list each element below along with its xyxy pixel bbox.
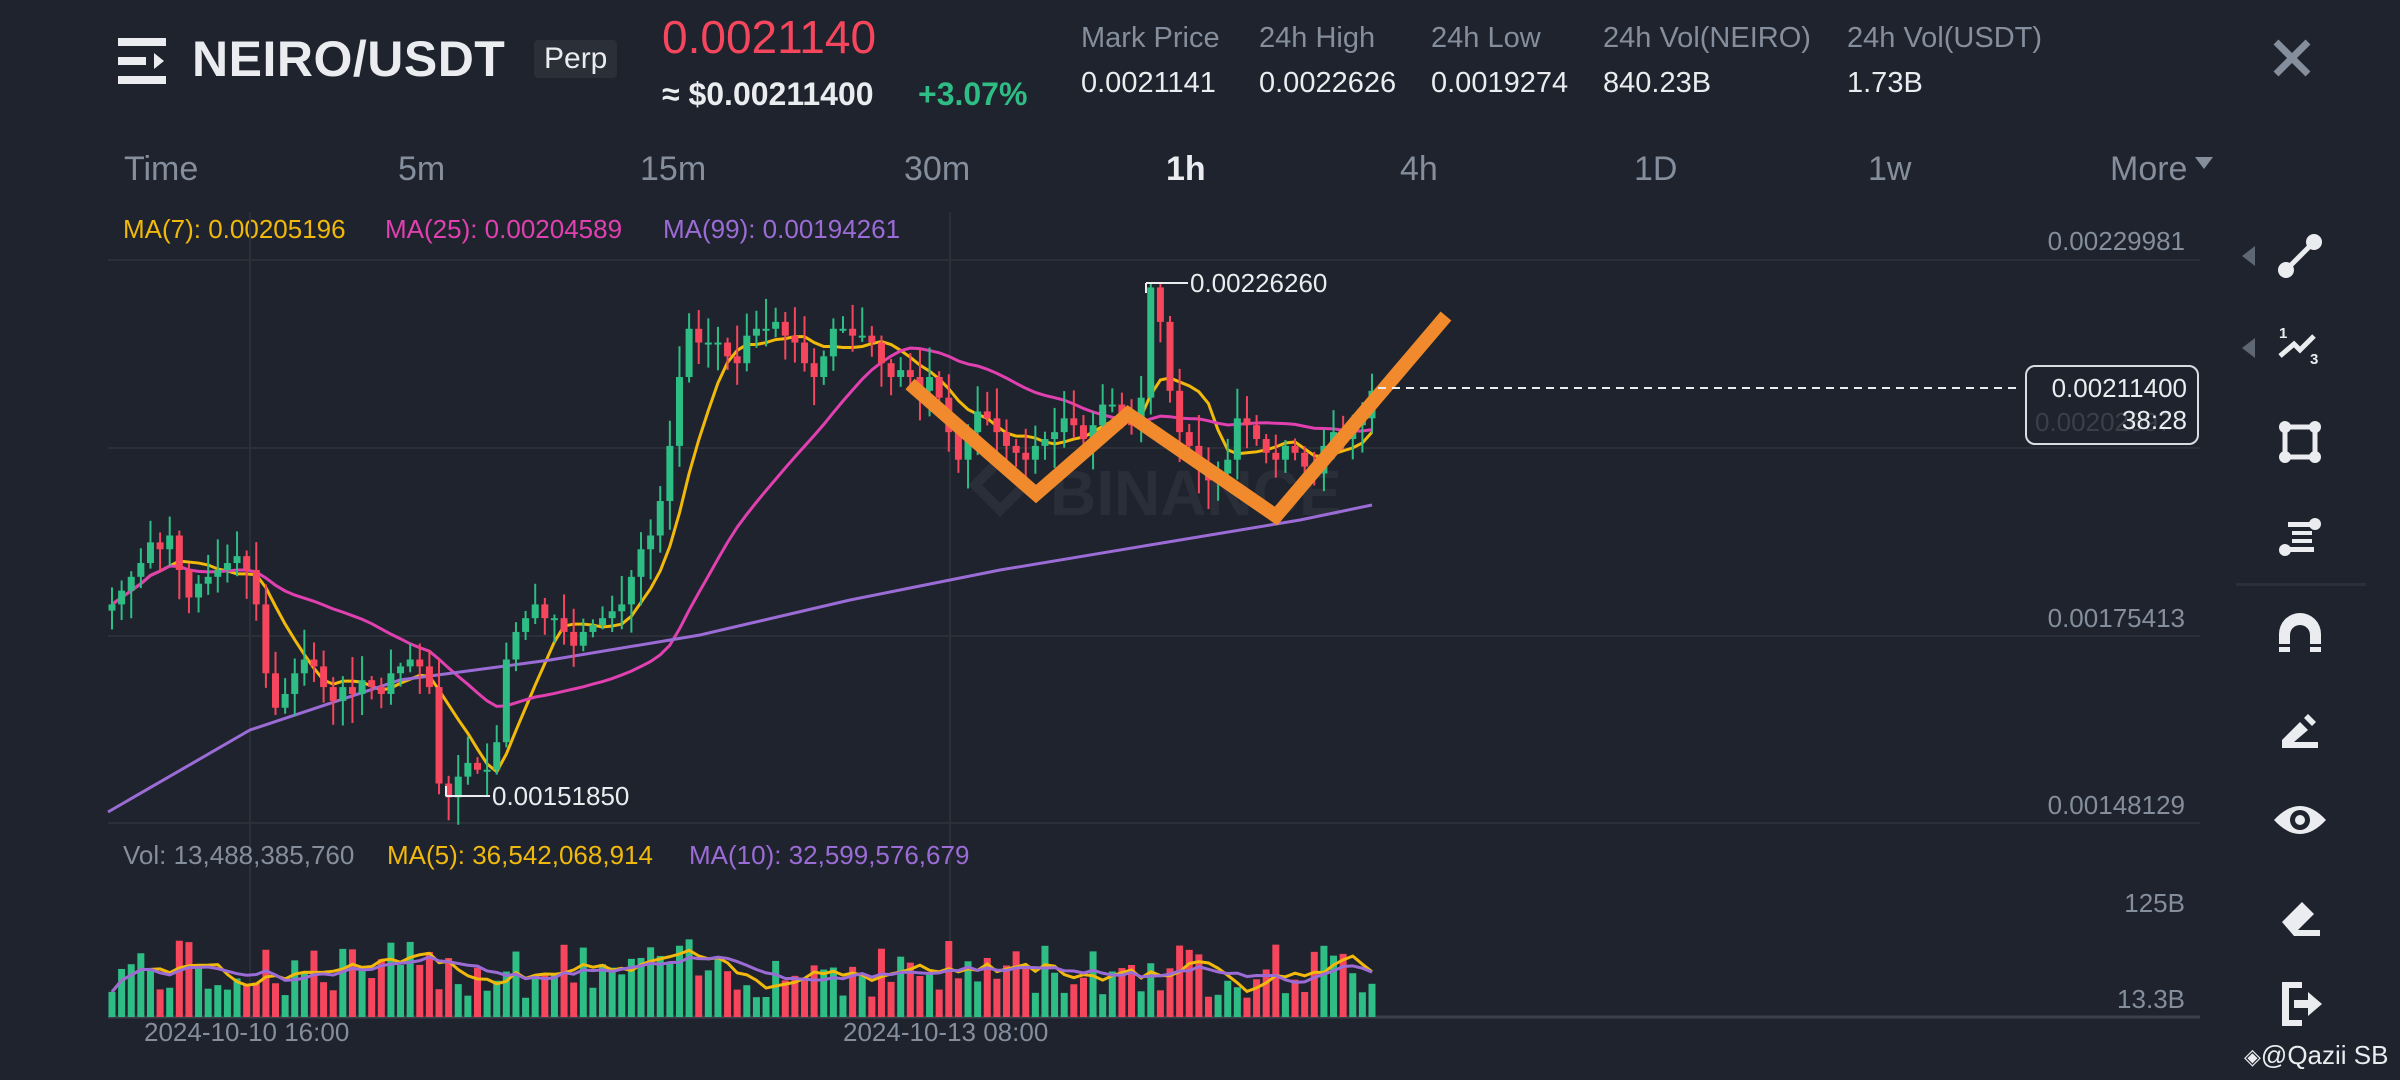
author-credit: ◈@Qazii SB <box>2244 1040 2388 1071</box>
last-price: 0.0021140 <box>662 11 877 63</box>
current-price-box: 0.00202697 0.00211400 38:28 <box>2025 365 2199 445</box>
binance-logo-icon: ◈ <box>2244 1044 2261 1069</box>
ma25-legend: MA(25): 0.00204589 <box>385 214 623 244</box>
volume-axis-label: 125B <box>2124 888 2185 918</box>
stat-label: 24h Vol(USDT) <box>1847 22 2043 54</box>
stat-24h-high: 24h High 0.0022626 <box>1259 22 1396 100</box>
tab-4h[interactable]: 4h <box>1400 150 1438 188</box>
svg-text:1: 1 <box>2279 325 2287 342</box>
stat-value: 0.0021141 <box>1081 67 1216 99</box>
stat-label: 24h High <box>1259 22 1376 54</box>
price-change-percent: +3.07% <box>918 76 1028 112</box>
timeframe-tabs: Time 5m 15m 30m 1h 4h 1D 1w More <box>0 150 2240 202</box>
tab-30m[interactable]: 30m <box>904 150 971 188</box>
ma7-legend: MA(7): 0.00205196 <box>123 214 346 244</box>
stat-label: Mark Price <box>1081 22 1220 54</box>
price-axis-label: 0.00229981 <box>2047 226 2185 256</box>
expand-caret-icon[interactable] <box>2242 338 2255 358</box>
volume-legend: Vol: 13,488,385,760 <box>123 840 355 870</box>
tab-5m[interactable]: 5m <box>398 150 446 188</box>
rectangle-icon[interactable] <box>2270 412 2330 472</box>
magnet-icon[interactable] <box>2270 604 2330 664</box>
time-axis-label: 2024-10-13 08:00 <box>843 1017 1049 1047</box>
tab-more-label: More <box>2110 150 2188 188</box>
fib-retracement-icon[interactable] <box>2270 506 2330 566</box>
tab-15m[interactable]: 15m <box>640 150 707 188</box>
ghost-axis-label: 0.00202697 <box>2035 407 2173 437</box>
contract-type-badge: Perp <box>534 40 618 78</box>
tab-1h[interactable]: 1h <box>1166 150 1206 188</box>
stat-24h-vol-usdt: 24h Vol(USDT) 1.73B <box>1847 22 2042 100</box>
eraser-icon[interactable] <box>2270 884 2330 944</box>
tab-time[interactable]: Time <box>124 150 199 188</box>
ma99-legend: MA(99): 0.00194261 <box>663 214 901 244</box>
time-axis-label: 2024-10-10 16:00 <box>144 1017 350 1047</box>
low-marker-label: 0.00151850 <box>492 781 630 811</box>
tab-1d[interactable]: 1D <box>1634 150 1678 188</box>
zigzag-drawing[interactable] <box>905 311 1452 526</box>
expand-caret-icon[interactable] <box>2242 246 2255 266</box>
high-marker-label: 0.00226260 <box>1190 268 1328 298</box>
caret-down-icon <box>2195 157 2214 170</box>
toolbar-divider <box>2236 583 2366 586</box>
volume-ma10-legend: MA(10): 32,599,576,679 <box>689 840 970 870</box>
menu-icon[interactable] <box>118 38 170 84</box>
stat-label: 24h Low <box>1431 22 1541 54</box>
stat-value: 0.0019274 <box>1431 67 1569 99</box>
stat-label: 24h Vol(NEIRO) <box>1603 22 1811 54</box>
stat-value: 0.0022626 <box>1259 67 1397 99</box>
stat-24h-low: 24h Low 0.0019274 <box>1431 22 1568 100</box>
pair-title[interactable]: NEIRO/USDT <box>192 31 506 87</box>
price-axis-label: 0.00175413 <box>2047 603 2185 633</box>
volume-ma5-legend: MA(5): 36,542,068,914 <box>387 840 653 870</box>
current-price: 0.00211400 <box>2051 373 2187 403</box>
candle-countdown: 38:28 <box>2121 405 2187 435</box>
close-icon[interactable] <box>2270 36 2314 80</box>
stat-value: 840.23B <box>1603 67 1712 99</box>
usd-price: ≈ $0.00211400 <box>662 76 874 112</box>
stat-value: 1.73B <box>1847 67 1923 99</box>
eye-icon[interactable] <box>2270 790 2330 850</box>
volume-axis-label: 13.3B <box>2117 984 2185 1014</box>
tab-1w[interactable]: 1w <box>1868 150 1912 188</box>
stat-24h-vol-neiro: 24h Vol(NEIRO) 840.23B <box>1603 22 1811 100</box>
svg-text:3: 3 <box>2310 351 2318 368</box>
author-credit-text: @Qazii SB <box>2260 1040 2389 1070</box>
pencil-icon[interactable] <box>2270 698 2330 758</box>
exit-icon[interactable] <box>2270 974 2330 1034</box>
stat-mark-price: Mark Price 0.0021141 <box>1081 22 1220 100</box>
price-axis-label: 0.00148129 <box>2047 790 2185 820</box>
trend-line-icon[interactable] <box>2270 226 2330 286</box>
tab-more[interactable]: More <box>2110 150 2214 189</box>
